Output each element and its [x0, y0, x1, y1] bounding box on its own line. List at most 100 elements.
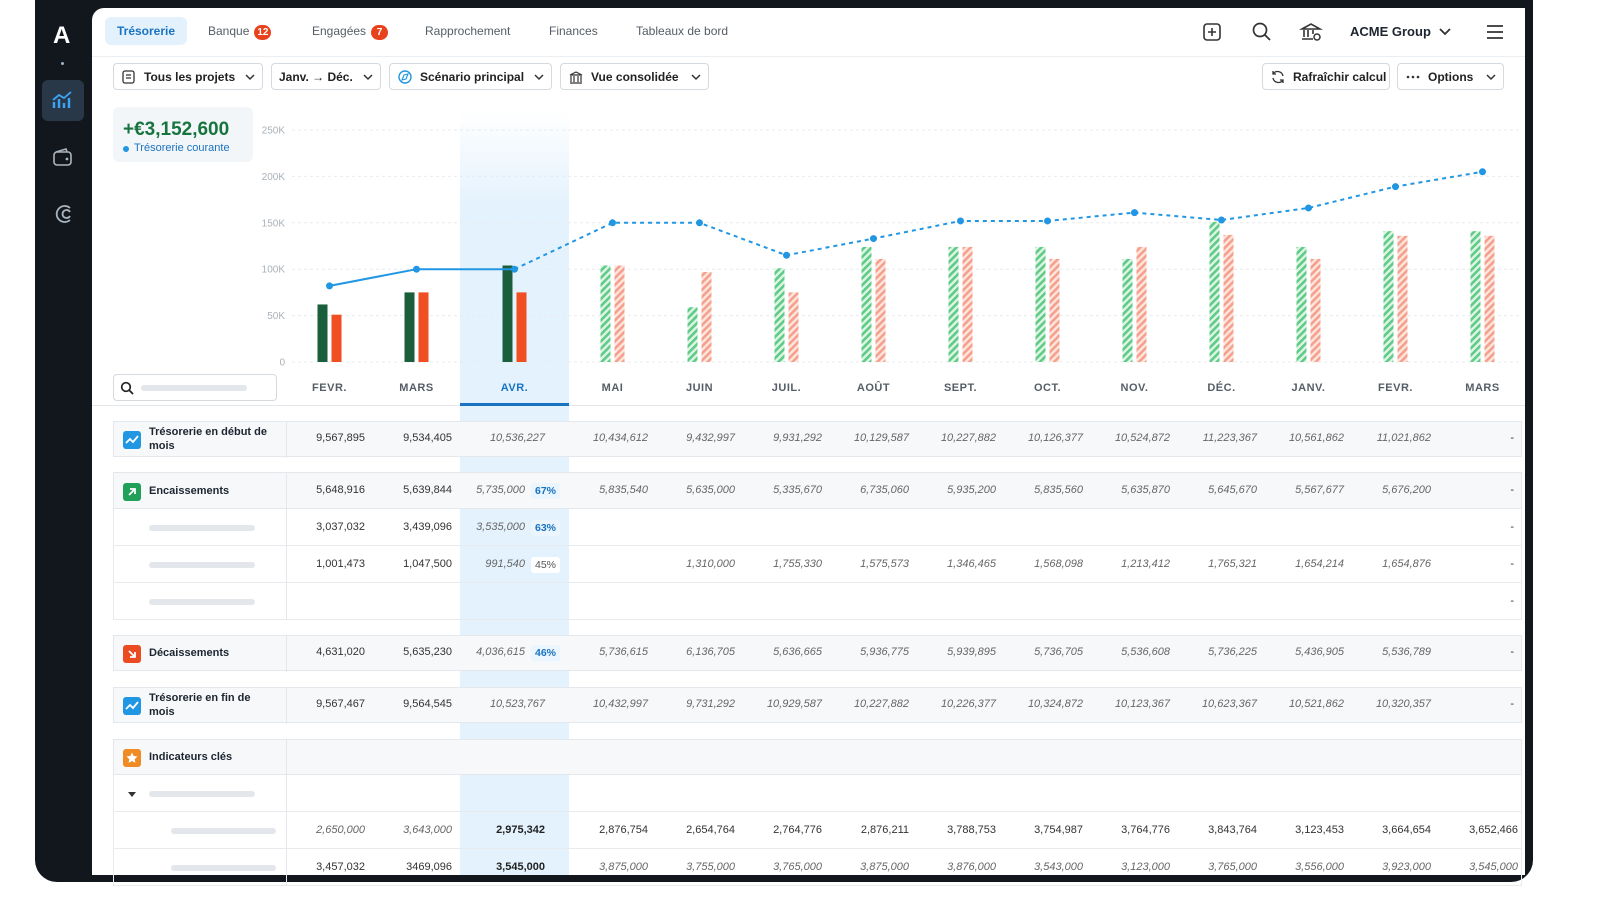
x-tick-label: SEPT.: [944, 382, 977, 394]
kpi-card: +€3,152,600 Trésorerie courante: [113, 107, 253, 162]
line-point: [957, 217, 964, 225]
cell-value: -: [1510, 432, 1514, 444]
chevron: [534, 74, 544, 81]
bar: [1310, 258, 1321, 362]
bar: [1296, 246, 1307, 362]
sidebar-active[interactable]: [42, 80, 84, 121]
x-tick-label: AOÛT: [857, 381, 890, 394]
line-point: [1392, 183, 1399, 191]
selected-underline: [460, 403, 569, 406]
cell-value: 3,037,032: [316, 520, 365, 533]
action-button[interactable]: Rafraîchir calcul: [1262, 63, 1390, 90]
cell-value: -: [1510, 646, 1514, 658]
sub-row: [113, 583, 1522, 620]
cell-value: 9,432,997: [686, 432, 735, 444]
chart-icon: [52, 91, 72, 108]
cell-value: 10,432,997: [592, 698, 648, 710]
cell-value: 5,736,705: [1034, 646, 1083, 658]
x-tick-label: FEVR.: [312, 382, 347, 394]
cell-value: 9,731,292: [686, 698, 735, 710]
cell-value: 10,226,377: [940, 698, 996, 710]
line-point: [1479, 168, 1486, 176]
cell-value: 3,923,000: [1382, 860, 1431, 873]
search-box[interactable]: [113, 374, 277, 401]
cell-value: 3,652,466: [1469, 823, 1518, 836]
cell-value: 3,123,453: [1295, 823, 1344, 836]
nav-tab[interactable]: Banque 12: [196, 17, 283, 45]
cell-value: 5,635,230: [403, 646, 452, 658]
chart: 0 50K 100K 150K 200K 250K FEVR. MARS AVR. MAI JUIN…: [262, 126, 1520, 394]
bar: [788, 292, 799, 362]
x-tick-label: OCT.: [1034, 382, 1061, 394]
x-tick-label: DÉC.: [1207, 381, 1235, 394]
y-tick-label: 200K: [262, 172, 286, 183]
tab-label: Banque: [208, 24, 250, 38]
collapse-caret[interactable]: [127, 789, 137, 799]
account-name[interactable]: ACME Group: [1350, 24, 1431, 39]
cell-value: 5,735,000: [476, 483, 525, 496]
label-divider: [286, 812, 287, 849]
search-placeholder: [141, 385, 247, 391]
action-button[interactable]: Options: [1397, 63, 1504, 90]
cell-value: 5,635,870: [1121, 483, 1170, 496]
cell-value: 1,765,321: [1208, 557, 1257, 570]
bank-icon[interactable]: [1299, 20, 1323, 44]
cell-value: 5,939,895: [947, 646, 996, 658]
axis-divider: [92, 405, 1525, 406]
bar: [1383, 231, 1394, 362]
cell-value: 3,875,000: [599, 860, 648, 873]
label-divider: [286, 688, 287, 724]
cell-value: 3,664,654: [1382, 823, 1431, 836]
nav-tab[interactable]: Trésorerie: [105, 17, 188, 45]
cell-value: 9,567,467: [316, 698, 365, 710]
action-icon: [1406, 75, 1420, 79]
cell-value: 3,123,000: [1121, 860, 1170, 873]
cell-value: 10,623,367: [1201, 698, 1257, 710]
line-point: [870, 235, 877, 243]
cell-value: 3,543,000: [1034, 860, 1083, 873]
tab-badge: 12: [254, 25, 272, 40]
cell-value: 11,223,367: [1202, 432, 1257, 444]
chevron: [1486, 74, 1496, 81]
cell-value: 10,523,767: [489, 698, 545, 710]
magnet-icon[interactable]: [51, 202, 75, 226]
nav-tab[interactable]: Rapprochement: [413, 17, 522, 45]
label-placeholder: [171, 864, 276, 871]
cell-value: 10,320,357: [1375, 698, 1431, 710]
x-tick-label: FEVR.: [1378, 382, 1413, 394]
cell-value: 3,545,000: [1469, 860, 1518, 873]
nav-tab[interactable]: Tableaux de bord: [624, 17, 740, 45]
bar: [701, 271, 712, 362]
nav-tab[interactable]: Engagées 7: [300, 17, 400, 45]
search-icon[interactable]: [1250, 20, 1274, 44]
cell-value: -: [1510, 557, 1514, 570]
nav-divider: [92, 56, 1525, 57]
bar: [861, 246, 872, 362]
menu-icon[interactable]: [1484, 21, 1506, 43]
add-icon[interactable]: [1200, 20, 1224, 44]
filter-button[interactable]: Vue consolidée: [560, 63, 709, 90]
label-placeholder: [171, 827, 276, 834]
logo[interactable]: A: [53, 22, 71, 49]
line-point: [1131, 209, 1138, 217]
section-row: Décaissements: [113, 635, 1522, 672]
line-point: [783, 251, 790, 259]
section-row: Indicateurs clés: [113, 739, 1522, 776]
filter-button[interactable]: Scénario principal: [389, 63, 552, 90]
chevron: [245, 74, 255, 81]
wallet-icon[interactable]: [51, 146, 75, 170]
chevron: [691, 74, 701, 81]
filter-button[interactable]: Janv. → Déc.: [271, 63, 381, 90]
filter-button[interactable]: Tous les projets: [113, 63, 263, 90]
sub-row: [113, 775, 1522, 812]
kpi-dot: [123, 146, 129, 152]
cell-value: 3,765,000: [1208, 860, 1257, 873]
account-chevron[interactable]: [1437, 24, 1453, 40]
cell-value: 5,636,665: [773, 646, 822, 658]
bar: [1209, 221, 1220, 362]
cell-value: 5,536,608: [1121, 646, 1170, 658]
label-divider: [286, 473, 287, 510]
nav-tab[interactable]: Finances: [537, 17, 610, 45]
x-tick-label: MARS: [1465, 382, 1499, 394]
